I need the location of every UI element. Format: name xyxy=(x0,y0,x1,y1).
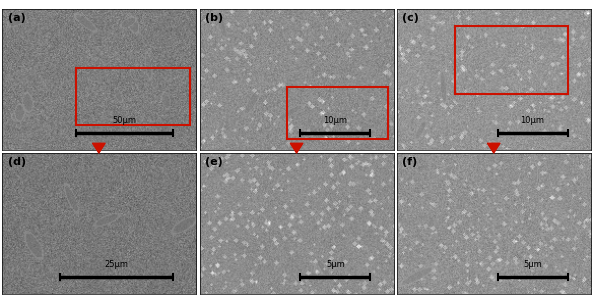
Text: (c): (c) xyxy=(403,13,419,23)
Text: (b): (b) xyxy=(205,13,223,23)
Text: 5μm: 5μm xyxy=(523,260,542,268)
Text: (f): (f) xyxy=(403,157,418,167)
Text: 5μm: 5μm xyxy=(326,260,345,268)
Text: 25μm: 25μm xyxy=(104,260,128,268)
Bar xyxy=(76,68,190,124)
Text: 10μm: 10μm xyxy=(323,116,348,124)
Text: (a): (a) xyxy=(8,13,25,23)
Text: (d): (d) xyxy=(8,157,25,167)
Bar xyxy=(455,26,568,94)
Text: 10μm: 10μm xyxy=(520,116,545,124)
Text: 50μm: 50μm xyxy=(112,116,136,124)
Text: (e): (e) xyxy=(205,157,223,167)
Bar xyxy=(287,86,388,139)
